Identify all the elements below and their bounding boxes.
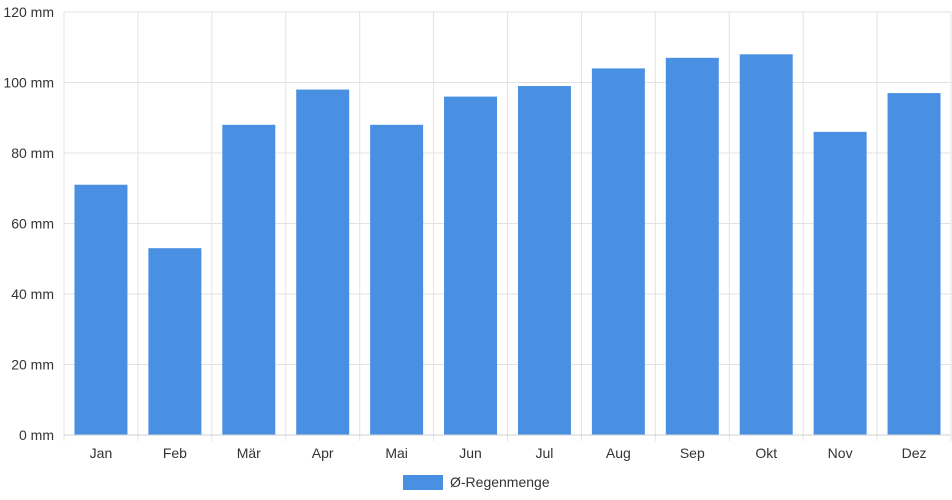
y-tick-label: 80 mm — [11, 145, 54, 161]
y-tick-label: 0 mm — [19, 427, 54, 443]
grid — [63, 11, 952, 441]
legend-label: Ø-Regenmenge — [450, 474, 550, 490]
x-tick-label: Aug — [606, 445, 631, 461]
bar-jun[interactable] — [444, 96, 498, 435]
bar-okt[interactable] — [739, 54, 793, 436]
bar-apr[interactable] — [296, 89, 350, 436]
x-tick-label: Mär — [237, 445, 261, 461]
x-tick-label: Nov — [828, 445, 853, 461]
bar-jan[interactable] — [74, 184, 128, 435]
bar-aug[interactable] — [591, 68, 645, 436]
bar-dez[interactable] — [887, 93, 941, 435]
bar-jul[interactable] — [517, 86, 571, 436]
bar-sep[interactable] — [665, 57, 719, 435]
x-tick-label: Dez — [902, 445, 927, 461]
x-tick-label: Jan — [90, 445, 113, 461]
y-tick-label: 40 mm — [11, 286, 54, 302]
x-tick-label: Jul — [536, 445, 554, 461]
x-tick-label: Mai — [385, 445, 408, 461]
y-tick-label: 60 mm — [11, 216, 54, 232]
legend[interactable]: Ø-Regenmenge — [403, 474, 550, 490]
x-tick-label: Okt — [755, 445, 777, 461]
x-tick-label: Jun — [459, 445, 482, 461]
y-tick-label: 120 mm — [3, 4, 54, 20]
bar-nov[interactable] — [813, 131, 867, 435]
bar-mär[interactable] — [222, 124, 276, 436]
y-tick-label: 20 mm — [11, 357, 54, 373]
y-tick-label: 100 mm — [3, 75, 54, 91]
x-tick-label: Apr — [312, 445, 334, 461]
legend-swatch — [403, 475, 443, 490]
axes: 0 mm 20 mm 40 mm 60 mm 80 mm 100 mm 120 mm Jan F… — [3, 4, 951, 461]
x-tick-label: Sep — [680, 445, 705, 461]
x-tick-label: Feb — [163, 445, 187, 461]
bar-feb[interactable] — [148, 248, 202, 435]
bars — [74, 54, 941, 436]
bar-mai[interactable] — [370, 124, 424, 436]
